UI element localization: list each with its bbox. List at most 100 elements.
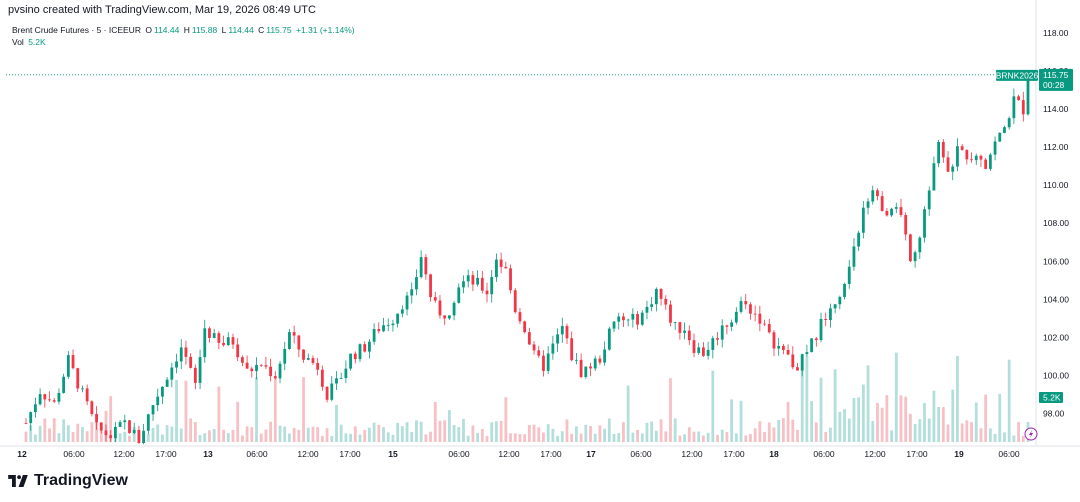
candle-body bbox=[382, 325, 385, 332]
volume-bar bbox=[857, 397, 861, 442]
candle-body bbox=[283, 348, 287, 364]
time-tick-label: 17 bbox=[586, 449, 596, 459]
candle-body bbox=[763, 323, 766, 325]
candle bbox=[979, 154, 983, 168]
volume-bar bbox=[476, 432, 480, 442]
candle bbox=[43, 393, 47, 408]
candle bbox=[833, 304, 837, 314]
chart-grid bbox=[0, 0, 1080, 447]
candle bbox=[711, 335, 715, 359]
candle bbox=[259, 364, 263, 367]
candle bbox=[598, 355, 602, 365]
volume-bar bbox=[38, 425, 42, 442]
candle-body bbox=[711, 338, 715, 350]
candle bbox=[283, 341, 287, 371]
candle-body bbox=[273, 376, 277, 379]
candle-body bbox=[537, 350, 541, 356]
time-tick-label: 12:00 bbox=[681, 449, 703, 459]
candle-body bbox=[302, 349, 305, 360]
candle bbox=[739, 296, 743, 314]
candle bbox=[810, 338, 814, 353]
candle bbox=[81, 385, 84, 393]
candle bbox=[518, 307, 522, 325]
volume-bar bbox=[217, 386, 221, 442]
volume-bar bbox=[452, 425, 456, 442]
candle-body bbox=[316, 362, 320, 370]
candle-body bbox=[424, 257, 428, 275]
candle-body bbox=[810, 338, 814, 353]
high-value: 115.88 bbox=[191, 25, 218, 35]
candle-body bbox=[814, 338, 818, 341]
volume-bar bbox=[203, 433, 207, 442]
volume-bar bbox=[767, 422, 771, 442]
volume-bar bbox=[659, 419, 663, 442]
volume-bar bbox=[443, 420, 447, 442]
time-tick-label: 06:00 bbox=[998, 449, 1020, 459]
candle-body bbox=[335, 378, 338, 384]
symbol-legend[interactable]: Brent Crude Futures · 5 · ICEEUR O 114.44… bbox=[12, 24, 357, 48]
time-tick-label: 15 bbox=[388, 449, 398, 459]
volume-bar bbox=[772, 427, 776, 442]
candle bbox=[95, 406, 98, 430]
candle-body bbox=[861, 207, 865, 233]
candle-body bbox=[589, 366, 592, 369]
candle-body bbox=[278, 363, 282, 379]
candle-body bbox=[66, 355, 70, 377]
candle-body bbox=[871, 190, 875, 202]
time-tick-label: 17:00 bbox=[906, 449, 928, 459]
candle bbox=[396, 313, 400, 328]
candle bbox=[335, 371, 338, 390]
volume-bar bbox=[542, 432, 545, 442]
candle bbox=[885, 208, 889, 217]
candle bbox=[90, 400, 94, 417]
candle bbox=[71, 349, 75, 370]
candle bbox=[706, 341, 710, 360]
candle-body bbox=[546, 353, 550, 371]
candle-body bbox=[48, 399, 51, 401]
candle bbox=[556, 328, 559, 352]
candle bbox=[330, 376, 334, 402]
candle-body bbox=[151, 405, 155, 415]
candle-body bbox=[1012, 96, 1016, 119]
symbol-tag-label: BRNK2026 bbox=[996, 70, 1039, 80]
time-tick-label: 06:00 bbox=[448, 449, 470, 459]
candle bbox=[29, 411, 33, 431]
candle bbox=[495, 253, 498, 282]
change-value: +1.31 (+1.14%) bbox=[295, 25, 355, 35]
candle bbox=[386, 318, 390, 332]
candle-body bbox=[62, 376, 66, 393]
volume-bar bbox=[584, 424, 588, 442]
candle-body bbox=[791, 354, 795, 368]
time-tick-label: 06:00 bbox=[630, 449, 652, 459]
candle-body bbox=[123, 420, 127, 423]
last-price-tag bbox=[1039, 68, 1073, 91]
candle bbox=[452, 300, 456, 321]
candle bbox=[48, 391, 51, 402]
candle bbox=[626, 318, 630, 327]
candle bbox=[631, 308, 635, 328]
candle-body bbox=[372, 329, 376, 342]
candle bbox=[749, 302, 752, 320]
candle bbox=[937, 139, 941, 168]
volume-bar bbox=[344, 433, 348, 442]
candle bbox=[320, 365, 324, 391]
candle bbox=[250, 366, 254, 378]
volume-bar bbox=[871, 421, 875, 442]
candle bbox=[763, 319, 766, 327]
candle bbox=[466, 269, 470, 288]
time-tick-label: 17:00 bbox=[540, 449, 562, 459]
volume-bar bbox=[24, 431, 28, 442]
tradingview-logo[interactable]: TradingView bbox=[8, 472, 128, 490]
candle-body bbox=[306, 358, 310, 360]
volume-bar bbox=[377, 424, 381, 442]
candle bbox=[142, 423, 146, 445]
candle bbox=[767, 318, 771, 334]
time-tick-label: 12:00 bbox=[498, 449, 520, 459]
volume-bar bbox=[255, 377, 258, 442]
candle bbox=[513, 288, 517, 314]
volume-bar bbox=[236, 401, 240, 442]
candle bbox=[222, 335, 225, 347]
candle-body bbox=[607, 328, 611, 350]
candle bbox=[292, 325, 296, 344]
